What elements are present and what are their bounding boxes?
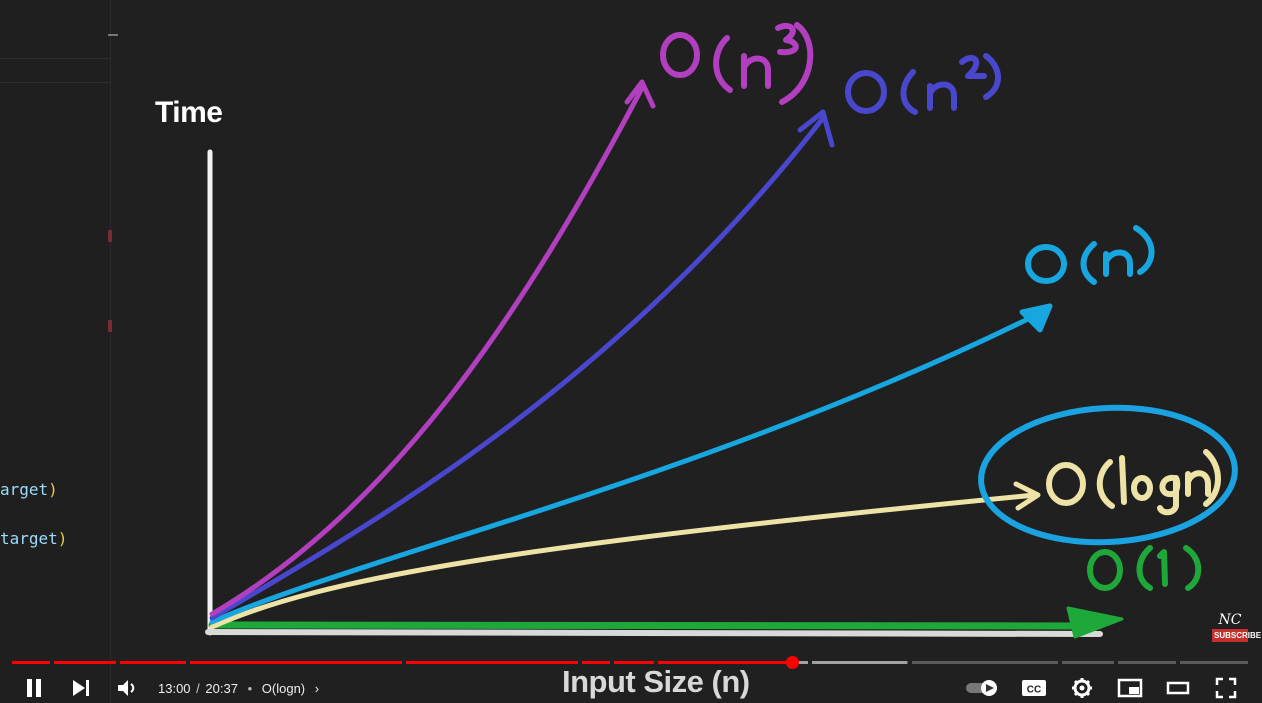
code-fragment: target) — [0, 529, 68, 548]
editor-divider — [0, 58, 110, 59]
progress-played-segment — [658, 661, 790, 664]
time-separator: / — [196, 681, 200, 696]
progress-played-segment — [406, 661, 578, 664]
scrubber-handle[interactable] — [786, 656, 799, 669]
progress-remaining-segment — [1062, 661, 1114, 664]
settings-button[interactable] — [1068, 672, 1096, 703]
progress-remaining-segment — [912, 661, 1058, 664]
label-o-n-squared — [845, 53, 1001, 115]
fullscreen-icon — [1215, 677, 1237, 698]
progress-played-segment — [582, 661, 610, 664]
miniplayer-button[interactable] — [1116, 672, 1144, 703]
progress-played-segment — [12, 661, 50, 664]
y-axis-label: Time — [155, 96, 223, 129]
label-o-1 — [1087, 545, 1202, 591]
progress-remaining-segment — [1118, 661, 1176, 664]
player-controls: CC — [0, 672, 1262, 703]
chevron-right-icon[interactable]: › — [314, 681, 320, 696]
time-display: 13:00 / 20:37 • O(logn) › — [158, 681, 319, 696]
progress-played-segment — [190, 661, 402, 664]
editor-dash — [108, 34, 118, 36]
captions-label: CC — [1027, 684, 1041, 695]
theater-mode-button[interactable] — [1164, 672, 1192, 703]
curve-o-1 — [208, 606, 1124, 639]
x-axis-label: Input Size (n) — [562, 664, 750, 699]
progress-remaining-segment — [1180, 661, 1248, 664]
channel-logo: NC — [1218, 612, 1242, 628]
editor-marker — [108, 230, 112, 242]
logn-highlight-circle — [978, 404, 1238, 546]
next-video-button[interactable] — [68, 672, 94, 703]
volume-icon — [118, 679, 135, 696]
code-fragment: arget) — [0, 480, 58, 499]
x-axis — [205, 629, 1103, 637]
pause-button[interactable] — [20, 672, 48, 703]
progress-played-segment — [614, 661, 654, 664]
fullscreen-button[interactable] — [1212, 672, 1240, 703]
settings-icon — [1072, 677, 1092, 698]
label-o-logn — [1046, 449, 1221, 516]
progress-played-segment — [120, 661, 186, 664]
code-editor-panel — [0, 0, 111, 703]
next-icon — [73, 679, 89, 696]
current-time: 13:00 — [158, 681, 191, 696]
chapter-separator: • — [247, 681, 253, 696]
label-o-n — [1025, 225, 1155, 285]
subscribe-badge[interactable]: SUBSCRIBE — [1212, 629, 1262, 642]
duration: 20:37 — [205, 681, 238, 696]
autoplay-toggle[interactable] — [964, 672, 1002, 703]
editor-marker — [108, 320, 112, 332]
autoplay-toggle-icon — [966, 679, 997, 696]
curve-o-n-cubed — [209, 79, 656, 617]
editor-divider — [0, 82, 110, 83]
captions-icon: CC — [1022, 679, 1046, 696]
label-o-n-cubed — [660, 22, 814, 105]
progress-remaining-segment — [907, 661, 908, 664]
pause-icon — [27, 678, 41, 697]
channel-watermark[interactable]: NC SUBSCRIBE — [1212, 612, 1262, 642]
curve-o-n — [209, 303, 1053, 625]
progress-buffered-segment — [812, 661, 908, 664]
chapter-title[interactable]: O(logn) — [261, 681, 306, 696]
progress-played-segment — [54, 661, 116, 664]
curve-o-logn — [209, 404, 1238, 630]
miniplayer-icon — [1117, 678, 1143, 697]
captions-button[interactable]: CC — [1020, 672, 1048, 703]
theater-mode-icon — [1166, 681, 1190, 694]
curve-o-n-squared — [209, 109, 835, 621]
progress-bar[interactable] — [12, 661, 1250, 664]
mute-button[interactable] — [114, 672, 140, 703]
